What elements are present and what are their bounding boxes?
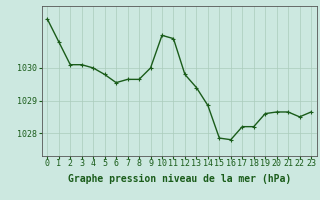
- X-axis label: Graphe pression niveau de la mer (hPa): Graphe pression niveau de la mer (hPa): [68, 174, 291, 184]
